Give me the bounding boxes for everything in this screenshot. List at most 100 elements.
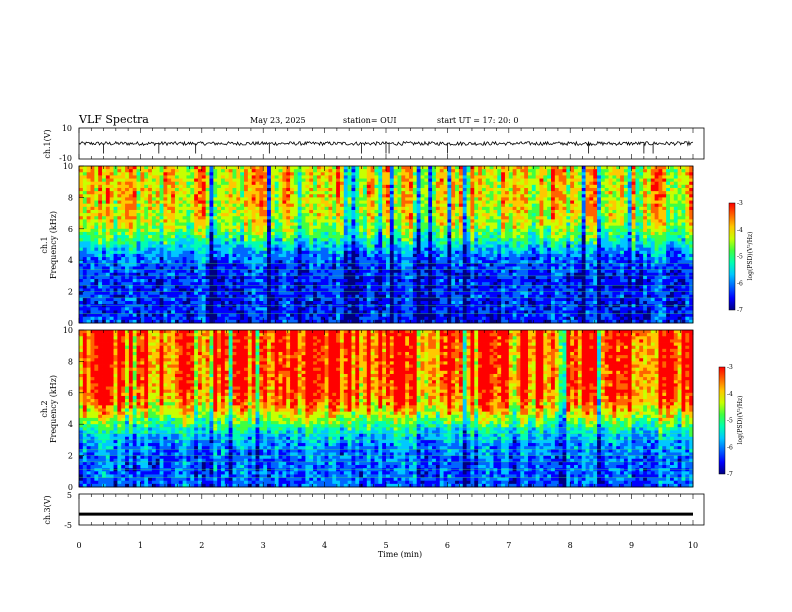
spectrogram-cell — [474, 225, 479, 230]
spectrogram-cell — [478, 172, 483, 176]
spectrogram-cell — [447, 200, 452, 205]
spectrogram-cell — [347, 225, 352, 230]
spectrogram-cell — [197, 222, 203, 227]
spectrogram-cell — [432, 225, 437, 230]
spectrogram-cell — [485, 203, 491, 208]
spectrogram-cell — [412, 203, 418, 208]
spectrogram-cell — [163, 231, 168, 236]
spectrogram-cell — [332, 203, 337, 208]
spectrogram-cell — [608, 206, 613, 211]
spectrogram-cell — [551, 219, 556, 223]
spectrogram-cell — [570, 238, 575, 242]
spectrogram-cell — [608, 250, 613, 255]
spectrogram-cell — [320, 241, 325, 245]
spectrogram-cell — [324, 225, 329, 230]
spectrogram-cell — [267, 250, 272, 255]
spectrogram-cell — [144, 166, 149, 170]
spectrogram-cell — [232, 250, 237, 255]
spectrogram-cell — [113, 260, 118, 264]
spectrogram-cell — [570, 250, 575, 255]
spectrogram-cell — [174, 169, 180, 173]
spectrogram-cell — [224, 225, 230, 230]
spectrogram-cell — [328, 175, 333, 179]
spectrogram-cell — [566, 216, 571, 220]
spectrogram-cell — [428, 219, 433, 223]
spectrogram-cell — [512, 244, 517, 249]
spectrogram-cell — [581, 244, 586, 249]
spectrogram-cell — [355, 216, 360, 220]
spectrogram-cell — [424, 222, 429, 227]
spectrogram-cell — [140, 200, 145, 205]
spectrogram-cell — [102, 241, 107, 245]
spectrogram-cell — [397, 216, 402, 220]
spectrogram-cell — [650, 247, 656, 252]
spectrogram-cell — [539, 235, 544, 239]
spectrogram-cell — [132, 181, 137, 186]
spectrogram-cell — [662, 203, 667, 208]
spectrogram-cell — [86, 166, 91, 170]
spectrogram-cell — [167, 250, 172, 255]
spectrogram-cell — [435, 213, 441, 217]
spectrogram-cell — [305, 250, 310, 255]
spectrogram-cell — [643, 187, 648, 192]
spectrogram-cell — [293, 169, 299, 173]
spectrogram-cell — [577, 225, 583, 230]
spectrogram-cell — [201, 244, 207, 249]
spectrogram-cell — [566, 184, 571, 189]
spectrogram-cell — [389, 247, 395, 252]
spectrogram-cell — [328, 206, 333, 211]
spectrogram-cell — [604, 194, 609, 198]
spectrogram-cell — [623, 241, 629, 245]
spectrogram-cell — [531, 169, 537, 173]
spectrogram-cell — [213, 194, 218, 198]
spectrogram-cell — [163, 203, 168, 208]
spectrogram-cell — [309, 222, 314, 227]
spectrogram-cell — [174, 244, 180, 249]
spectrogram-cell — [562, 219, 567, 223]
spectrogram-cell — [366, 228, 372, 233]
spectrogram-cell — [428, 184, 433, 189]
spectrogram-cell — [209, 244, 214, 249]
spectrogram-cell — [531, 222, 537, 227]
spectrogram-cell — [455, 181, 460, 186]
spectrogram-cell — [558, 219, 563, 223]
spectrogram-cell — [501, 231, 506, 236]
spectrogram-cell — [82, 178, 88, 183]
spectrogram-cell — [259, 250, 264, 255]
spectrogram-cell — [604, 197, 609, 201]
spectrogram-cell — [332, 184, 337, 189]
spectrogram-cell — [581, 219, 586, 223]
spectrogram-cell — [527, 206, 533, 211]
spectrogram-cell — [186, 187, 191, 192]
spectrogram-cell — [94, 250, 99, 255]
spectrogram-cell — [455, 203, 460, 208]
spectrogram-cell — [324, 231, 329, 236]
spectrogram-cell — [643, 200, 648, 205]
spectrogram-cell — [554, 244, 560, 249]
spectrogram-cell — [558, 250, 563, 255]
spectrogram-cell — [255, 257, 260, 261]
spectrogram-cell — [485, 194, 491, 198]
spectrogram-cell — [485, 175, 491, 179]
spectrogram-cell — [105, 253, 111, 258]
spectrogram-cell — [174, 203, 180, 208]
spectrogram-cell — [347, 216, 352, 220]
spectrogram-cell — [328, 169, 333, 173]
spectrogram-cell — [316, 216, 322, 220]
spectrogram-cell — [631, 184, 636, 189]
spectrogram-cell — [186, 247, 191, 252]
spectrogram-cell — [501, 219, 506, 223]
spectrogram-cell — [608, 219, 613, 223]
spectrogram-cell — [504, 194, 510, 198]
spectrogram-cell — [669, 181, 675, 186]
spectrogram-cell — [485, 241, 491, 245]
spectrogram-cell — [432, 172, 437, 176]
spectrogram-cell — [293, 244, 299, 249]
spectrogram-cell — [109, 235, 114, 239]
spectrogram-cell — [313, 231, 318, 236]
spectrogram-cell — [79, 169, 84, 173]
spectrogram-cell — [113, 238, 118, 242]
spectrogram-cell — [458, 184, 464, 189]
spectrogram-cell — [493, 203, 498, 208]
spectrogram-cell — [128, 197, 134, 201]
